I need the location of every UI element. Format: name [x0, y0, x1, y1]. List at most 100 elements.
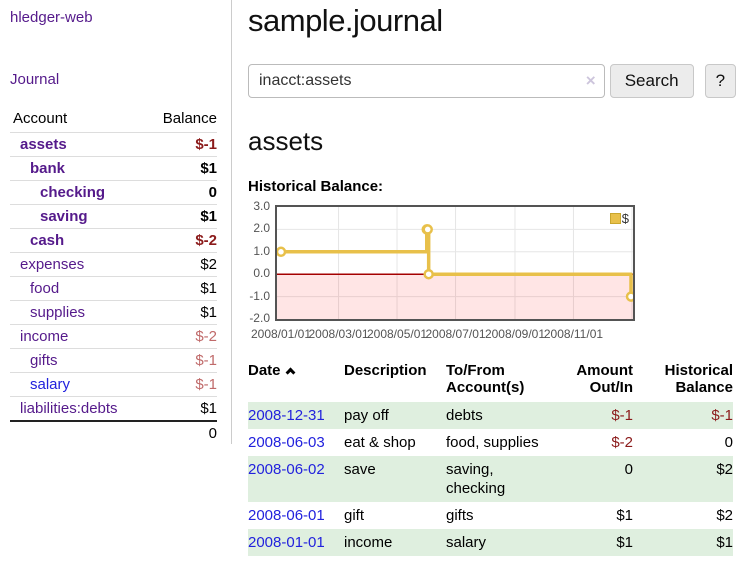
account-balance: $-1 [145, 372, 217, 397]
account-link-bank[interactable]: bank [30, 160, 66, 177]
transaction-date-link[interactable]: 2008-01-01 [248, 534, 325, 551]
account-link-assets[interactable]: assets [20, 136, 67, 153]
chart-canvas [277, 207, 633, 319]
sidebar: hledger-web Journal Account Balance asse… [0, 0, 232, 445]
y-axis-tick-label: -2.0 [249, 311, 270, 325]
account-balance: $2 [145, 252, 217, 277]
account-balance: 0 [145, 180, 217, 205]
transaction-accounts: salary [446, 534, 487, 551]
transaction-accounts: saving, checking [446, 461, 506, 497]
account-link-salary[interactable]: salary [30, 376, 71, 393]
page-title: sample.journal [248, 3, 443, 38]
legend-swatch-icon [609, 213, 621, 224]
transaction-date-link[interactable]: 2008-06-01 [248, 507, 325, 524]
register-row: 2008-06-03 eat & shop food, supplies $-2… [248, 429, 733, 456]
account-link-expenses[interactable]: expenses [20, 256, 85, 273]
help-button[interactable]: ? [704, 64, 736, 98]
search-input[interactable] [248, 64, 605, 98]
register-table: Date Description To/From Account(s) Amou… [248, 360, 733, 556]
y-axis-tick-label: 3.0 [253, 199, 270, 213]
account-link-cash[interactable]: cash [30, 232, 65, 249]
account-row: food $1 [10, 276, 217, 301]
y-axis-tick-label: 0.0 [253, 266, 270, 281]
transaction-accounts: gifts [446, 507, 474, 524]
clear-search-icon[interactable]: × [585, 71, 596, 90]
account-balance: $-2 [145, 324, 217, 349]
transaction-balance: 0 [724, 434, 733, 451]
accounts-header-account: Account [13, 110, 68, 127]
historical-balance-label: Historical Balance: [248, 178, 384, 195]
transaction-balance: $-1 [711, 407, 733, 424]
app-brand-link[interactable]: hledger-web [10, 9, 93, 26]
register-header-description: Description [344, 362, 427, 379]
transaction-date-link[interactable]: 2008-06-03 [248, 434, 325, 451]
register-header-date[interactable]: Date [248, 360, 344, 402]
chart-legend: $ [609, 211, 629, 226]
transaction-amount: $1 [616, 534, 633, 551]
transaction-amount: $1 [616, 507, 633, 524]
transaction-date-link[interactable]: 2008-12-31 [248, 407, 325, 424]
transaction-description: pay off [344, 407, 389, 424]
register-header-row: Date Description To/From Account(s) Amou… [248, 360, 733, 402]
account-link-checking[interactable]: checking [40, 184, 106, 201]
y-axis-tick-label: 2.0 [253, 221, 270, 236]
account-heading: assets [248, 126, 324, 156]
chart-plot-area: $ [275, 205, 635, 321]
accounts-header-balance: Balance [162, 110, 217, 127]
transaction-amount: 0 [624, 461, 633, 478]
account-row: supplies $1 [10, 300, 217, 325]
transaction-amount: $-2 [611, 434, 633, 451]
main-content: sample.journal × Search ? assets Histori… [248, 0, 736, 556]
account-row: expenses $2 [10, 252, 217, 277]
register-row: 2008-12-31 pay off debts $-1 $-1 [248, 402, 733, 429]
account-balance: $1 [145, 396, 217, 421]
account-row: saving $1 [10, 204, 217, 229]
transaction-description: save [344, 461, 376, 478]
account-balance: $-2 [145, 228, 217, 253]
account-link-income[interactable]: income [20, 328, 69, 345]
x-axis-tick-label: 2008/01/01 [250, 327, 312, 341]
transaction-description: gift [344, 507, 365, 524]
register-header-balance: Historical Balance [664, 362, 733, 396]
accounts-balance-table: Account Balance assets $-1 bank $1 check… [10, 108, 217, 445]
historical-balance-chart: $ 3.0 2.0 1.0 0.0 -1.0 -2.0 2008/01/01 2008/03/… [248, 199, 668, 343]
register-row: 2008-06-02 save saving, checking 0 $2 [248, 456, 733, 502]
account-row: bank $1 [10, 156, 217, 181]
transaction-balance: $2 [716, 461, 733, 478]
account-balance: $-1 [145, 132, 217, 157]
register-header-accounts: To/From Account(s) [446, 362, 525, 396]
register-row: 2008-06-01 gift gifts $1 $2 [248, 502, 733, 529]
account-row: assets $-1 [10, 132, 217, 157]
search-form: × Search ? [248, 64, 736, 98]
x-axis-tick-label: 2008/07/01 [425, 327, 486, 341]
search-button[interactable]: Search [609, 64, 694, 98]
account-link-food[interactable]: food [30, 280, 60, 297]
account-row: salary $-1 [10, 372, 217, 397]
account-balance: $1 [145, 276, 217, 301]
account-link-liabilities-debts[interactable]: liabilities:debts [20, 400, 118, 417]
sidebar-item-journal[interactable]: Journal [10, 71, 60, 88]
accounts-total-value: 0 [145, 420, 217, 445]
transaction-date-link[interactable]: 2008-06-02 [248, 461, 325, 478]
transaction-accounts: food, supplies [446, 434, 539, 451]
x-axis-tick-label: 2008/05/01 [366, 327, 428, 341]
accounts-header-row: Account Balance [10, 108, 217, 133]
y-axis-tick-label: -1.0 [249, 288, 270, 303]
y-axis-tick-label: 1.0 [253, 243, 270, 258]
register-header-amount: Amount Out/In [576, 362, 633, 396]
legend-label: $ [621, 211, 629, 226]
account-balance: $1 [145, 204, 217, 229]
account-balance: $1 [145, 300, 217, 325]
account-link-gifts[interactable]: gifts [30, 352, 58, 369]
sort-ascending-icon [285, 367, 295, 378]
account-balance: $-1 [145, 348, 217, 373]
transaction-balance: $2 [716, 507, 733, 524]
transaction-accounts: debts [446, 407, 483, 424]
transaction-amount: $-1 [611, 407, 633, 424]
account-link-saving[interactable]: saving [40, 208, 88, 225]
register-row: 2008-01-01 income salary $1 $1 [248, 529, 733, 556]
accounts-total-row: 0 [10, 420, 217, 445]
account-balance: $1 [145, 156, 217, 181]
transaction-balance: $1 [716, 534, 733, 551]
account-link-supplies[interactable]: supplies [30, 304, 86, 321]
